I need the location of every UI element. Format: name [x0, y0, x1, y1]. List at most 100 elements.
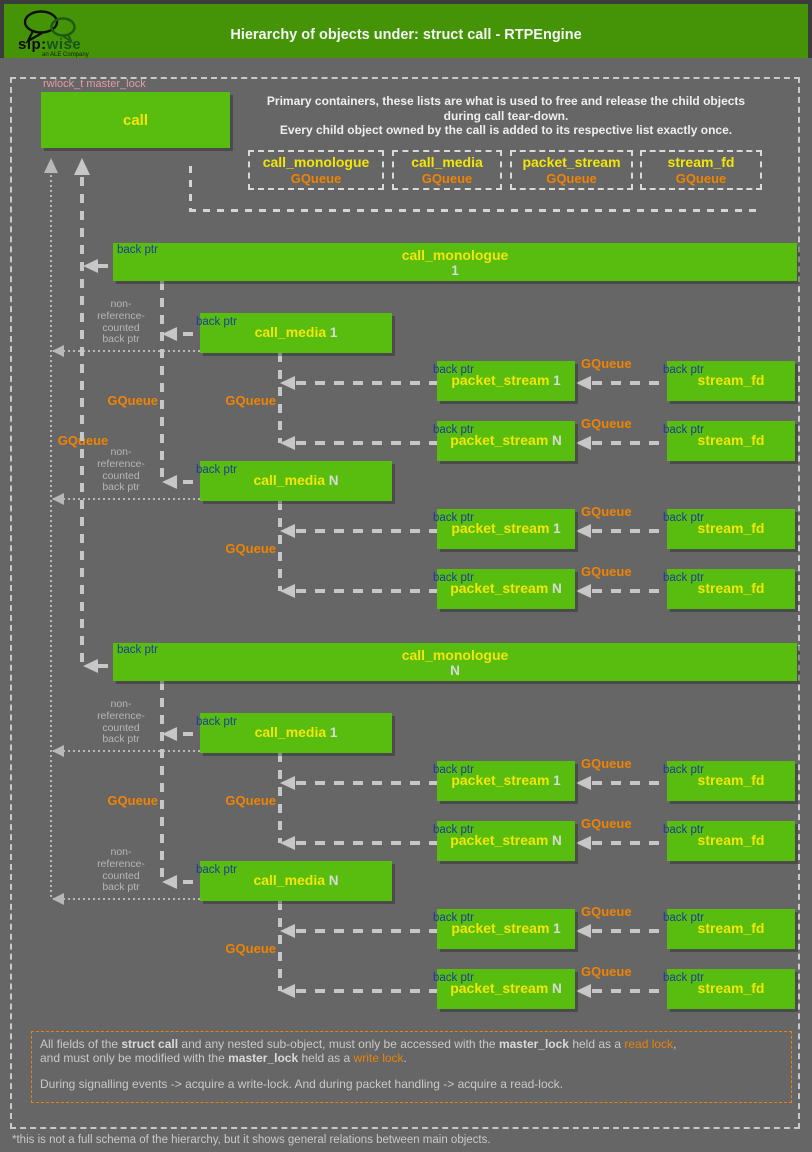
back-ptr-label: back ptr: [433, 912, 474, 924]
back-ptr-label: back ptr: [117, 244, 158, 256]
call-media-box-label: call_media: [253, 472, 326, 488]
call-box-label: call: [122, 111, 149, 129]
stream-fd-box-label: stream_fd: [697, 772, 765, 788]
page-title: Hierarchy of objects under: struct call …: [230, 27, 582, 43]
non-ref-label-line: non-: [110, 698, 132, 710]
non-ref-label-line: non-: [110, 846, 132, 858]
back-ptr-dash: [296, 529, 437, 533]
call-media-box-label: call_media: [254, 724, 327, 740]
fd-gqueue-dash: [592, 929, 667, 933]
stream-fd-box: stream_fd: [667, 509, 795, 549]
non-ref-label-line: counted: [102, 721, 140, 734]
arrow-left-icon: [52, 493, 64, 505]
back-ptr-dash: [296, 381, 437, 385]
packet-stream-box: packet_stream 1: [437, 361, 575, 401]
back-ptr-label: back ptr: [433, 972, 474, 984]
packet-stream-box: packet_stream N: [437, 569, 575, 609]
call-monologue-index: 1: [451, 262, 459, 278]
legend-name: call_monologue: [262, 154, 370, 170]
legend-type: GQueue: [546, 171, 597, 186]
packet-stream-box-label: packet_stream: [451, 372, 550, 388]
arrow-left-icon: [52, 745, 64, 757]
back-ptr-dash: [296, 589, 437, 593]
fd-gqueue-dash: [592, 841, 667, 845]
gqueue-label: GQueue: [225, 541, 276, 556]
media-gqueue-rail: [160, 681, 164, 881]
packet-stream-box-index: 1: [549, 521, 561, 536]
logo-tagline: an ALE Company: [42, 52, 89, 58]
gqueue-label: GQueue: [581, 904, 632, 919]
legend-name: packet_stream: [522, 154, 621, 170]
logo-wordmark: sip:wise: [18, 36, 82, 53]
stream-fd-box-label: stream_fd: [697, 980, 765, 996]
stream-gqueue-rail: [278, 501, 282, 591]
back-ptr-label: back ptr: [196, 864, 237, 876]
fd-gqueue-dash: [592, 441, 667, 445]
back-ptr-dash: [296, 441, 437, 445]
packet-stream-box-label: packet_stream: [451, 772, 550, 788]
arrow-up-icon: [44, 158, 58, 173]
packet-stream-box: packet_stream 1: [437, 761, 575, 801]
call-media-box: call_media 1: [200, 713, 392, 753]
gqueue-label: GQueue: [107, 393, 158, 408]
back-ptr-label: back ptr: [117, 644, 158, 656]
packet-stream-box-index: N: [548, 433, 562, 448]
packet-stream-box-label: packet_stream: [450, 580, 549, 596]
note-segment: master_lock: [498, 1037, 569, 1051]
non-ref-label-line: back ptr: [102, 881, 140, 894]
arrow-left-icon: [576, 984, 591, 998]
note-spacer: [40, 1065, 783, 1077]
call-monologue-box: call_monologue 1: [113, 243, 797, 281]
legend-connector-line: [189, 209, 760, 212]
non-ref-label-line: counted: [102, 869, 140, 882]
back-ptr-dash: [98, 664, 110, 668]
arrow-left-icon: [83, 259, 98, 273]
packet-stream-box-label: packet_stream: [451, 520, 550, 536]
call-media-box-index: 1: [326, 725, 338, 740]
stream-gqueue-rail: [278, 353, 282, 443]
non-ref-label-line: counted: [102, 321, 140, 334]
non-ref-label-line: reference-: [97, 309, 145, 322]
packet-stream-box: packet_stream N: [437, 421, 575, 461]
stream-fd-box-label: stream_fd: [697, 832, 765, 848]
stream-fd-box: stream_fd: [667, 761, 795, 801]
non-ref-backptr-line: [53, 750, 200, 752]
fd-gqueue-dash: [592, 781, 667, 785]
stream-fd-box-label: stream_fd: [697, 372, 765, 388]
sipwise-logo: sip:wise an ALE Company: [16, 6, 136, 60]
packet-stream-box-label: packet_stream: [450, 432, 549, 448]
note-segment: and any nested sub-object, must only be …: [178, 1037, 499, 1051]
legend-name: call_media: [411, 154, 483, 170]
arrow-left-icon: [280, 836, 295, 850]
back-ptr-label: back ptr: [433, 512, 474, 524]
intro-line: during call tear-down.: [443, 108, 569, 123]
gqueue-label: GQueue: [581, 564, 632, 579]
header: sip:wise an ALE Company Hierarchy of obj…: [4, 4, 808, 58]
back-ptr-dash: [183, 880, 193, 884]
arrow-left-icon: [162, 875, 177, 889]
stream-fd-box: stream_fd: [667, 569, 795, 609]
note-line: All fields of the struct call and any ne…: [40, 1037, 783, 1051]
back-ptr-label: back ptr: [196, 316, 237, 328]
call-media-box-index: N: [325, 873, 339, 888]
packet-stream-box: packet_stream N: [437, 969, 575, 1009]
gqueue-label: GQueue: [225, 941, 276, 956]
stream-fd-box: stream_fd: [667, 909, 795, 949]
intro-line: Every child object owned by the call is …: [279, 123, 733, 137]
non-ref-label: non-reference-counted back ptr: [76, 846, 166, 894]
note-segment: struct call: [121, 1037, 179, 1051]
arrow-left-icon: [576, 924, 591, 938]
arrow-left-icon: [576, 436, 591, 450]
legend-name: stream_fd: [667, 154, 735, 170]
legend-packet-stream: packet_stream GQueue: [510, 150, 633, 190]
arrow-left-icon: [280, 436, 295, 450]
arrow-left-icon: [280, 524, 295, 538]
legend-call-monologue: call_monologue GQueue: [248, 150, 384, 190]
arrow-left-icon: [52, 893, 64, 905]
arrow-left-icon: [576, 836, 591, 850]
note-segment: master_lock: [228, 1051, 299, 1065]
packet-stream-box-index: N: [548, 833, 562, 848]
call-box: call: [41, 92, 230, 148]
back-ptr-label: back ptr: [196, 464, 237, 476]
